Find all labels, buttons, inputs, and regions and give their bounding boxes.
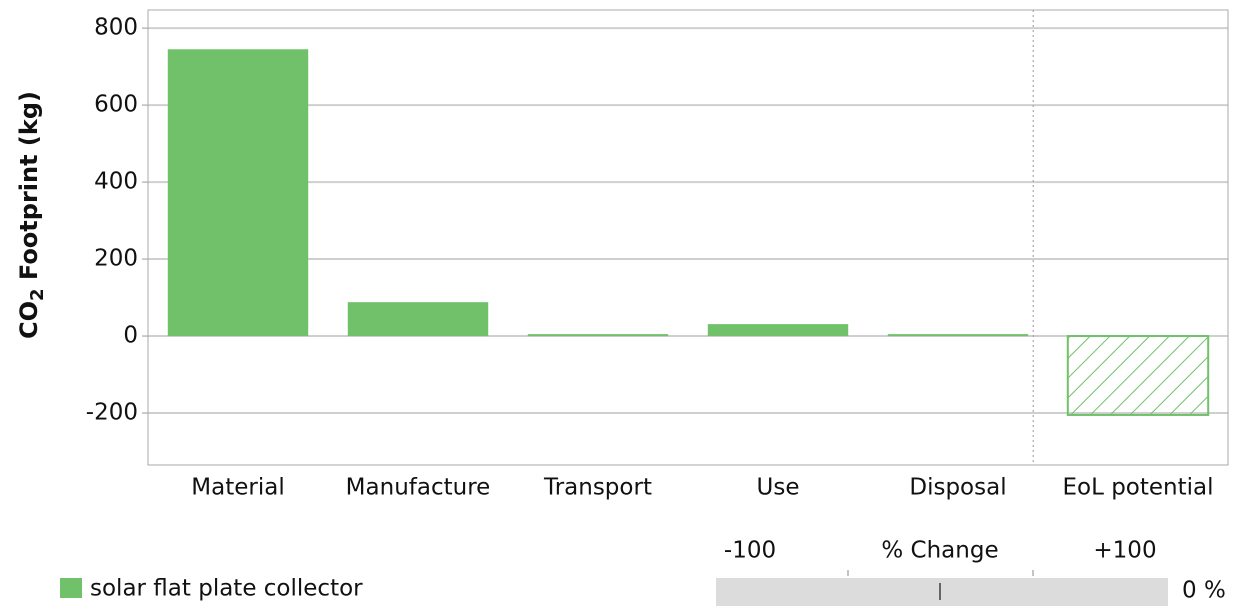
x-tick-label: Transport xyxy=(543,475,652,501)
y-tick-label: 800 xyxy=(94,15,138,41)
y-tick-label: -200 xyxy=(86,400,138,426)
legend-swatch xyxy=(60,578,82,598)
plot-frame xyxy=(147,9,1229,466)
slider-max: +100 xyxy=(1093,538,1156,564)
y-tick-label: 200 xyxy=(94,246,138,272)
slider-title: % Change xyxy=(881,538,998,564)
y-label-sub: 2 xyxy=(27,288,48,301)
legend-label: solar flat plate collector xyxy=(90,576,363,602)
y-tick-label: 0 xyxy=(123,323,138,349)
x-tick-label: Disposal xyxy=(909,475,1006,501)
y-axis-label: CO2 Footprint (kg) xyxy=(15,91,48,339)
bar xyxy=(1066,335,1210,416)
x-tick-label: Material xyxy=(191,475,284,501)
y-tick-label: 600 xyxy=(94,92,138,118)
bar xyxy=(887,334,1029,337)
x-tick-label: Manufacture xyxy=(346,475,491,501)
bar xyxy=(527,334,669,337)
y-label-part: Footprint (kg) xyxy=(15,91,43,288)
y-tick-label: 400 xyxy=(94,169,138,195)
x-tick-label: EoL potential xyxy=(1062,475,1213,501)
bar xyxy=(707,324,849,337)
x-tick-label: Use xyxy=(757,475,800,501)
slider-track[interactable] xyxy=(716,578,1168,606)
y-label-part: CO xyxy=(15,301,43,339)
bar xyxy=(347,302,489,337)
bar xyxy=(167,49,309,337)
slider-value: 0 % xyxy=(1182,578,1226,604)
slider-min: -100 xyxy=(724,538,776,564)
